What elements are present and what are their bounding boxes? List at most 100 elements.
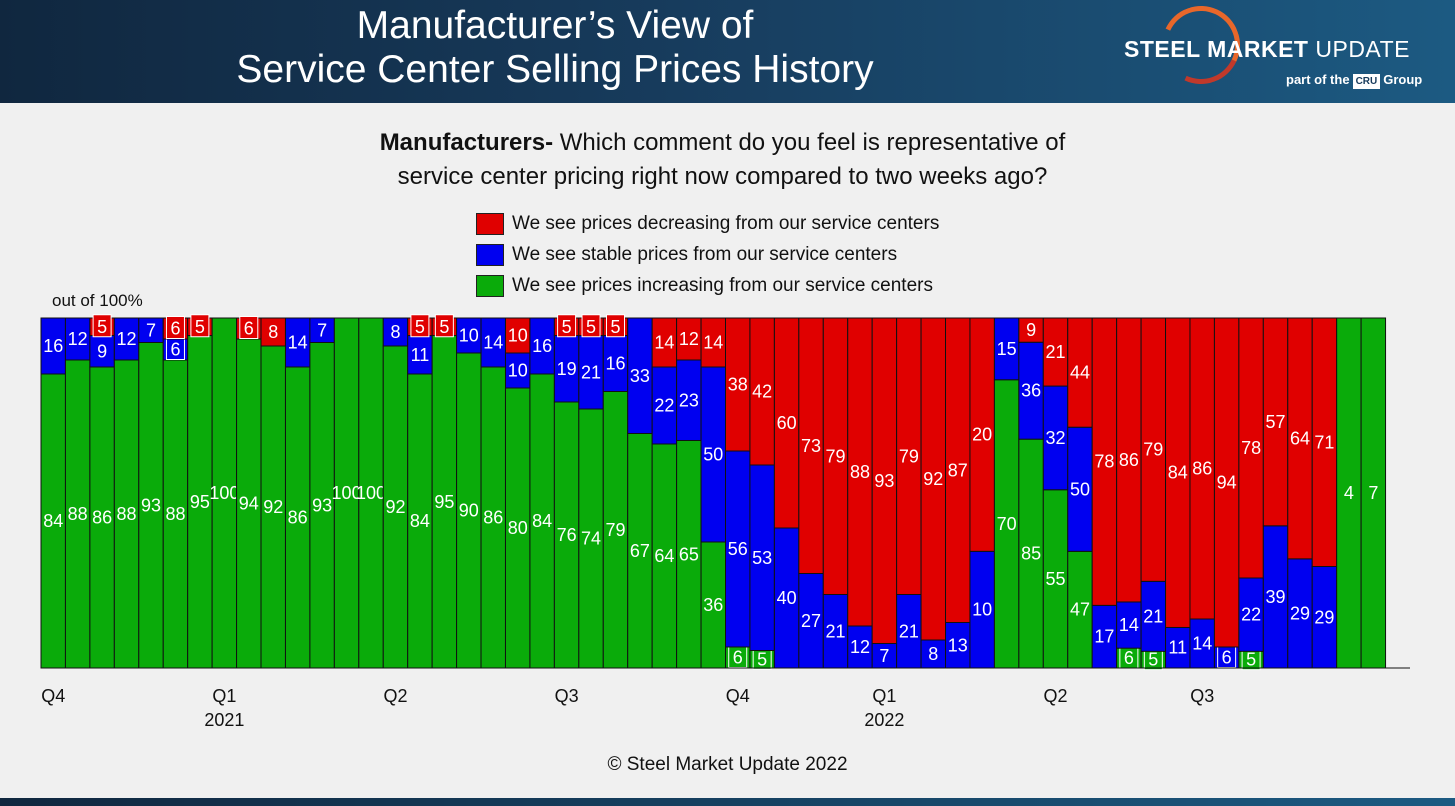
bar-increasing-17 (456, 352, 482, 669)
stacked-bar-chart: 8416881286958812937886695510094692886149… (40, 314, 1410, 730)
label-increasing-42: 47 (1070, 600, 1090, 620)
label-increasing-14: 92 (385, 497, 405, 517)
bar-decreasing-25 (651, 317, 678, 368)
bar-decreasing-47 (1189, 317, 1215, 620)
bar-increasing-9 (260, 345, 286, 669)
label-stable-50: 39 (1266, 587, 1286, 607)
copyright: © Steel Market Update 2022 (607, 754, 848, 775)
label-increasing-19: 80 (508, 518, 528, 538)
label-decreasing-35: 79 (899, 446, 919, 466)
label-increasing-5: 88 (165, 504, 185, 524)
label-decreasing-8: 6 (244, 319, 254, 339)
legend-swatch-stable (476, 243, 504, 266)
label-decreasing-9: 8 (268, 322, 278, 342)
label-decreasing-21-box (557, 314, 577, 338)
label-decreasing-19: 10 (508, 326, 528, 346)
bar-stable-31 (798, 573, 824, 669)
bar-increasing-25 (651, 443, 678, 669)
bar-decreasing-49 (1238, 317, 1264, 579)
bar-stable-4 (138, 317, 164, 343)
label-decreasing-5: 6 (170, 319, 180, 339)
label-increasing-4: 93 (141, 495, 161, 515)
bar-increasing-24 (627, 433, 653, 669)
label-increasing-49: 5 (1246, 650, 1256, 670)
title-line-1: Manufacturer’s View of (356, 4, 754, 47)
label-increasing-12: 100 (332, 483, 362, 503)
label-increasing-39: 70 (997, 514, 1017, 534)
label-decreasing-41: 21 (1046, 342, 1066, 362)
bar-stable-0 (40, 317, 66, 375)
question-bold: Manufacturers- (379, 129, 554, 156)
label-increasing-27: 36 (703, 595, 723, 615)
label-stable-0: 16 (43, 336, 63, 356)
label-increasing-22: 74 (581, 529, 601, 549)
logo-wordmark: STEEL MARKET UPDATE (1124, 36, 1410, 63)
bar-increasing-41 (1042, 489, 1069, 669)
label-decreasing-16-box (434, 314, 454, 338)
logo-bold-text: STEEL MARKET (1124, 36, 1309, 62)
cru-logo-box: CRU (1352, 74, 1381, 89)
bar-stable-26 (676, 359, 702, 441)
steel-market-update-logo: STEEL MARKET UPDATE part of the CRU Group (1110, 0, 1440, 98)
label-increasing-26: 65 (679, 544, 699, 564)
label-stable-46: 11 (1168, 638, 1187, 658)
label-stable-5: 6 (170, 340, 180, 360)
x-tick-label-3: Q3 (555, 686, 579, 706)
label-stable-32: 21 (825, 621, 845, 641)
label-decreasing-8-box (239, 316, 259, 339)
label-stable-2: 9 (97, 341, 107, 361)
label-stable-21: 19 (557, 359, 577, 379)
label-stable-36: 8 (928, 644, 938, 664)
label-decreasing-32: 79 (825, 446, 845, 466)
question-line2: service center pricing right now compare… (397, 163, 1048, 190)
bar-decreasing-44 (1116, 317, 1142, 603)
label-stable-4: 7 (146, 320, 156, 340)
bar-decreasing-45 (1140, 317, 1167, 582)
bar-stable-11 (309, 317, 335, 343)
bar-increasing-13 (358, 317, 384, 669)
label-stable-28: 56 (728, 539, 748, 559)
bar-stable-22 (578, 335, 604, 410)
bar-increasing-5 (162, 359, 189, 669)
bar-stable-45 (1140, 580, 1167, 652)
legend-item-stable: We see stable prices from our service ce… (476, 239, 939, 270)
bottom-bar (0, 798, 1455, 806)
label-increasing-9: 92 (263, 497, 283, 517)
bar-stable-17 (456, 317, 482, 354)
label-increasing-11: 93 (312, 495, 332, 515)
bar-stable-3 (113, 317, 140, 361)
label-increasing-54: 7 (1368, 483, 1378, 503)
bar-decreasing-50 (1262, 317, 1289, 527)
bar-decreasing-34 (871, 317, 898, 644)
bar-increasing-16 (431, 335, 458, 669)
label-decreasing-15-box (410, 314, 430, 338)
label-increasing-45: 5 (1148, 650, 1158, 670)
bar-increasing-8 (236, 338, 262, 669)
label-stable-3: 12 (117, 329, 137, 349)
label-increasing-44: 6 (1124, 648, 1134, 668)
logo-subtitle: part of the CRU Group (1286, 72, 1422, 89)
label-stable-42: 50 (1070, 479, 1090, 499)
label-increasing-25: 64 (654, 546, 674, 566)
label-decreasing-50: 57 (1266, 412, 1286, 432)
legend-item-decreasing: We see prices decreasing from our servic… (476, 208, 939, 239)
label-decreasing-16: 5 (439, 317, 449, 337)
bar-stable-27 (700, 366, 727, 543)
label-increasing-40: 85 (1021, 544, 1041, 564)
label-increasing-20: 84 (532, 511, 552, 531)
legend-item-increasing: We see prices increasing from our servic… (476, 270, 939, 301)
bar-increasing-27 (700, 541, 727, 669)
label-increasing-15: 84 (410, 511, 430, 531)
label-increasing-3: 88 (117, 504, 137, 524)
bar-increasing-19 (504, 387, 531, 669)
label-stable-29: 53 (752, 548, 772, 568)
label-stable-18: 14 (483, 333, 503, 353)
label-stable-40: 36 (1021, 381, 1041, 401)
x-tick-year-5: 2022 (864, 710, 904, 730)
label-stable-20: 16 (532, 336, 552, 356)
label-increasing-21: 76 (557, 525, 577, 545)
label-stable-48: 6 (1222, 648, 1232, 668)
bar-stable-20 (529, 317, 555, 375)
label-stable-34: 7 (879, 646, 889, 666)
bar-decreasing-48 (1213, 317, 1240, 648)
